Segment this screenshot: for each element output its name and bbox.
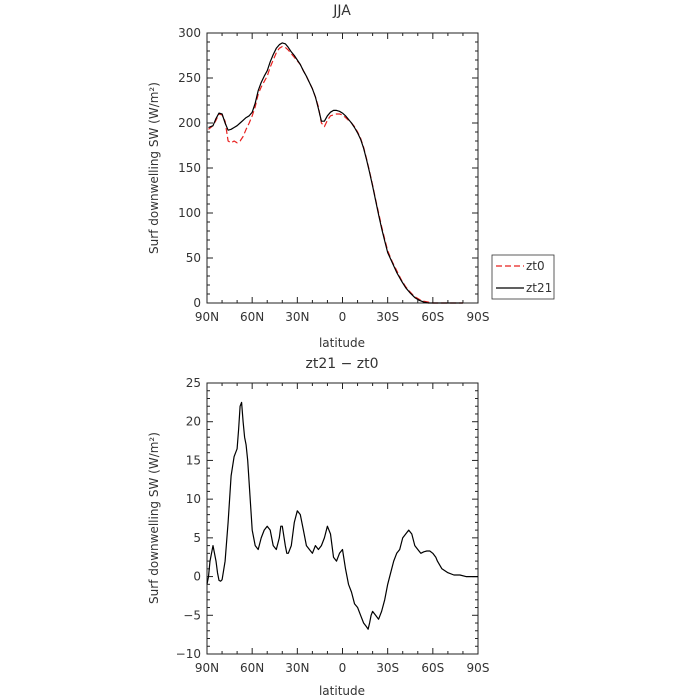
- top-series-lines: [208, 42, 463, 304]
- bottom-y-tick-label: 10: [186, 492, 201, 506]
- bottom-y-tick-label: 0: [193, 570, 201, 584]
- bottom-y-axis-label: Surf downwelling SW (W/m²): [147, 432, 161, 604]
- bottom-y-tick-label: −10: [176, 647, 201, 661]
- top-ticks: 90N 60N 30N 0 30S 60S 90S 0 50 100 150 200 250 300: [178, 26, 489, 324]
- bottom-series-lines: [206, 401, 478, 630]
- bottom-chart-title: zt21 − zt0: [305, 356, 378, 372]
- bottom-x-tick-label: 60N: [240, 661, 264, 675]
- top-y-tick-label: 300: [178, 26, 201, 40]
- bottom-plot-frame: [206, 382, 479, 655]
- bottom-y-tick-label: 25: [186, 376, 201, 390]
- bottom-x-tick-label: 60S: [421, 661, 444, 675]
- top-chart-title: JJA: [332, 3, 351, 19]
- bottom-series-line: [206, 401, 478, 630]
- legend: zt0 zt21: [491, 254, 555, 300]
- bottom-x-tick-label: 90S: [467, 661, 490, 675]
- top-x-tick-label: 60N: [240, 310, 264, 324]
- bottom-x-axis-label: latitude: [319, 684, 365, 698]
- bottom-x-tick-label: 30N: [285, 661, 309, 675]
- top-x-tick-label: 30S: [376, 310, 399, 324]
- top-y-axis-label: Surf downwelling SW (W/m²): [147, 82, 161, 254]
- top-y-tick-label: 100: [178, 206, 201, 220]
- top-x-tick-label: 90N: [195, 310, 219, 324]
- bottom-ticks: 90N 60N 30N 0 30S 60S 90S −10 −5 0 5 10 15 20 25: [176, 376, 490, 675]
- top-x-tick-label: 60S: [421, 310, 444, 324]
- top-y-tick-label: 150: [178, 161, 201, 175]
- top-x-tick-label: 30N: [285, 310, 309, 324]
- top-plot-frame: [206, 32, 479, 304]
- legend-box: [491, 254, 555, 300]
- bottom-x-tick-label: 90N: [195, 661, 219, 675]
- bottom-y-tick-label: −5: [183, 608, 201, 622]
- top-series-line-zt0: [208, 45, 463, 304]
- top-x-axis-label: latitude: [319, 336, 365, 350]
- top-series-line-zt21: [208, 42, 463, 304]
- legend-label-zt21: zt21: [526, 281, 552, 295]
- bottom-x-tick-label: 0: [339, 661, 347, 675]
- bottom-y-tick-label: 20: [186, 415, 201, 429]
- top-y-tick-label: 250: [178, 71, 201, 85]
- top-x-tick-label: 90S: [467, 310, 490, 324]
- top-y-tick-label: 50: [186, 251, 201, 265]
- bottom-panel: zt21 − zt0 90N 60N 30N 0 30S 60S 90S −10 −5 0 5 10 1…: [147, 356, 489, 698]
- top-x-tick-label: 0: [339, 310, 347, 324]
- top-y-tick-label: 200: [178, 116, 201, 130]
- bottom-y-tick-label: 5: [193, 531, 201, 545]
- bottom-x-tick-label: 30S: [376, 661, 399, 675]
- top-y-tick-label: 0: [193, 296, 201, 310]
- legend-label-zt0: zt0: [526, 259, 545, 273]
- bottom-y-tick-label: 15: [186, 453, 201, 467]
- top-panel: JJA 90N 60N 30N 0 30S 60S 90S 0 50 100 150 200 250 30…: [147, 3, 489, 350]
